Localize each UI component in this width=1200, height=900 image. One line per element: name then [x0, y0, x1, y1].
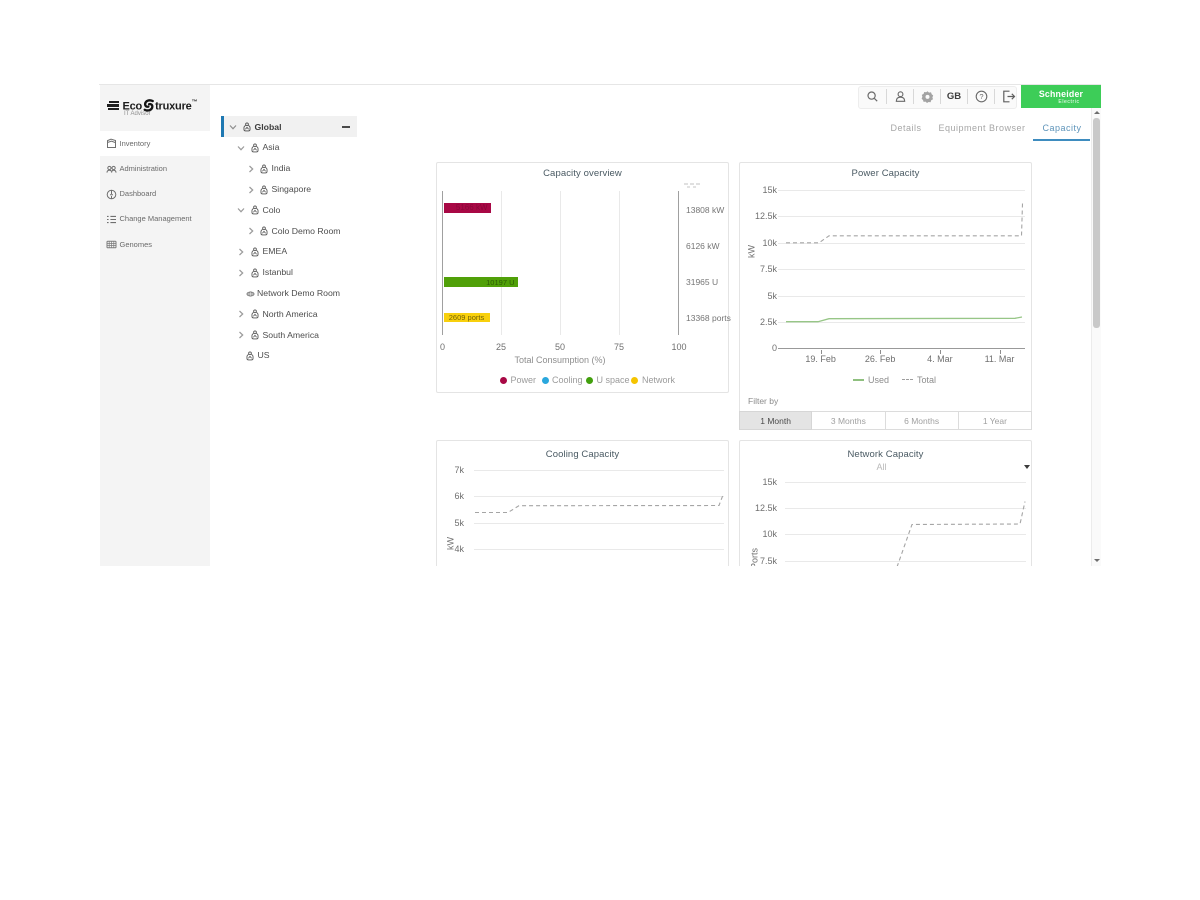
- svg-text:?: ?: [979, 92, 983, 101]
